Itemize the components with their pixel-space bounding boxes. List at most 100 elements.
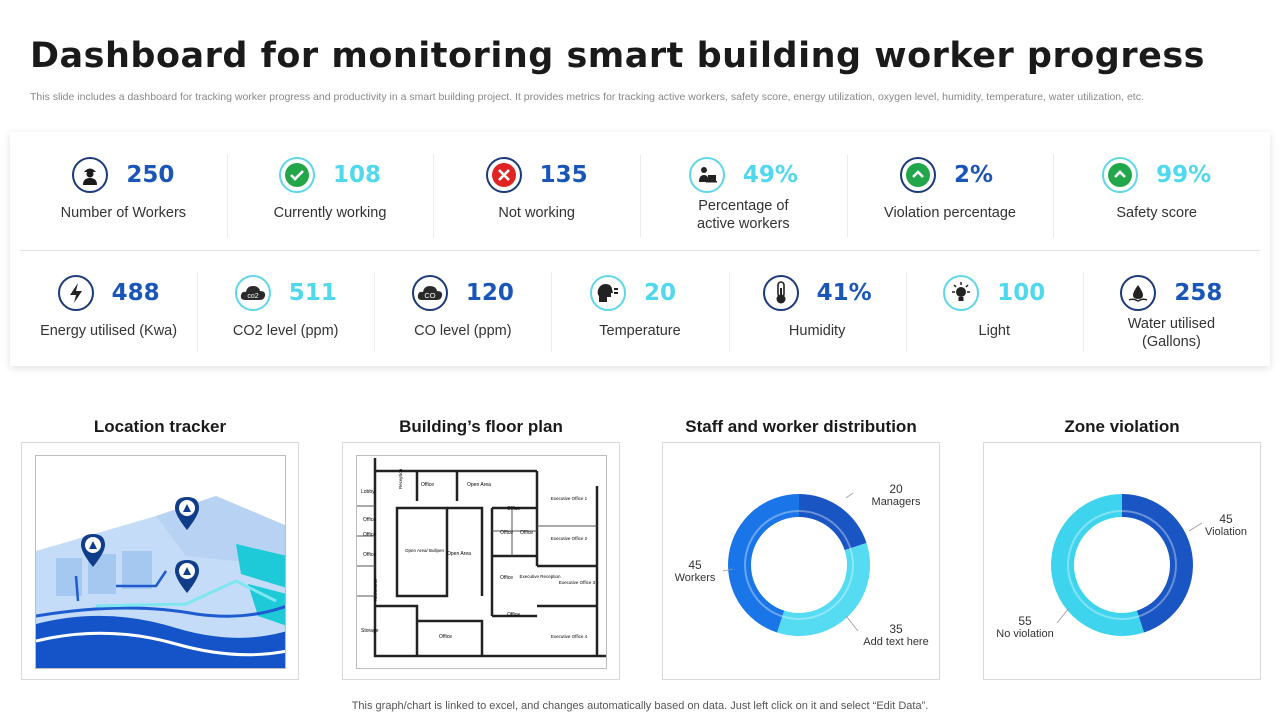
section-title-staff: Staff and worker distribution xyxy=(685,417,917,436)
kpi-label: Temperature xyxy=(599,323,681,339)
floor-label-office: Office xyxy=(507,612,520,618)
svg-text:CO: CO xyxy=(424,291,435,300)
other-value: 35 xyxy=(889,622,903,636)
kpi-value: 120 xyxy=(465,280,514,306)
check-icon xyxy=(279,157,315,193)
managers-label: Managers xyxy=(871,496,921,508)
location-pin-icon[interactable] xyxy=(78,532,108,568)
donut-label-violation: 45 Violation xyxy=(1196,513,1256,539)
active-worker-icon xyxy=(688,157,725,193)
floor-label-open-bullpen: Open Area/ Bullpen xyxy=(405,548,445,553)
floor-label-lobby: Lobby xyxy=(361,489,375,495)
section-title-floor: Building’s floor plan xyxy=(399,417,563,436)
floor-label-exec3: Executive Office 3 xyxy=(559,580,596,585)
staff-slice-workers[interactable] xyxy=(728,494,799,633)
kpi-value: 2% xyxy=(954,162,994,188)
staff-inner-ring xyxy=(744,510,854,620)
kpi-row-2: 488 Energy utilised (Kwa) co2 511 CO2 le… xyxy=(20,260,1260,364)
kpi-value: 100 xyxy=(997,280,1046,306)
floor-label-office: Office xyxy=(363,517,376,523)
kpi-violation-percentage[interactable]: 2% Violation percentage xyxy=(846,142,1054,250)
workers-label: Workers xyxy=(674,572,716,584)
kpi-panel: 250 Number of Workers 108 Currently work… xyxy=(10,132,1270,366)
kpi-label: CO level (ppm) xyxy=(414,323,512,339)
staff-slice-add-text-here[interactable] xyxy=(777,543,870,636)
floor-label-office: Office xyxy=(500,530,513,536)
zone-donut-chart[interactable] xyxy=(984,443,1262,681)
kpi-label: Humidity xyxy=(788,323,846,339)
location-tracker-card xyxy=(21,442,299,680)
kpi-co2[interactable]: co2 511 CO2 level (ppm) xyxy=(197,260,374,364)
kpi-label: Safety score xyxy=(1116,205,1197,221)
location-pin-icon[interactable] xyxy=(172,495,202,531)
kpi-value: 488 xyxy=(111,280,160,306)
floor-label-exec-reception: Executive Reception xyxy=(519,574,561,579)
page-title: Dashboard for monitoring smart building … xyxy=(30,36,1205,76)
kpi-value: 511 xyxy=(288,280,337,306)
kpi-label: Light xyxy=(978,323,1010,339)
kpi-row-1: 250 Number of Workers 108 Currently work… xyxy=(20,142,1260,250)
kpi-value: 258 xyxy=(1174,280,1223,306)
location-map[interactable] xyxy=(35,455,286,669)
kpi-label: Currently working xyxy=(273,205,387,221)
kpi-label: CO2 level (ppm) xyxy=(232,323,339,339)
other-label: Add text here xyxy=(863,636,929,648)
row-divider xyxy=(20,250,1260,251)
temperature-head-icon xyxy=(589,275,626,311)
staff-slice-managers[interactable] xyxy=(799,494,867,551)
floor-label-open-area: Open Area xyxy=(447,551,471,557)
kpi-value: 49% xyxy=(742,162,798,188)
kpi-value: 99% xyxy=(1156,162,1212,188)
floor-label-office: Office xyxy=(439,634,452,640)
kpi-co[interactable]: CO 120 CO level (ppm) xyxy=(374,260,551,364)
kpi-light[interactable]: 100 Light xyxy=(905,260,1083,364)
kpi-energy[interactable]: 488 Energy utilised (Kwa) xyxy=(20,260,197,364)
location-pin-icon[interactable] xyxy=(172,558,202,594)
floor-label-storage: Storage xyxy=(361,628,379,634)
kpi-value: 108 xyxy=(333,162,382,188)
no-violation-value: 55 xyxy=(1018,614,1032,628)
floor-label-office: Office xyxy=(500,575,513,581)
zone-inner-ring xyxy=(1067,510,1177,620)
violation-value: 45 xyxy=(1219,512,1233,526)
kpi-number-of-workers[interactable]: 250 Number of Workers xyxy=(20,142,227,250)
section-title-zone: Zone violation xyxy=(1064,417,1180,436)
lightning-icon xyxy=(57,275,94,311)
floor-label-reception: Reception xyxy=(398,468,403,489)
water-drop-icon xyxy=(1120,275,1157,311)
kpi-percentage-active[interactable]: 49% Percentage of active workers xyxy=(640,142,847,250)
floor-plan[interactable]: Lobby Reception Office Office Office Off… xyxy=(356,455,607,669)
workers-value: 45 xyxy=(688,558,702,572)
kpi-water[interactable]: 258 Water utilised (Gallons) xyxy=(1082,260,1260,364)
kpi-label: Water utilised (Gallons) xyxy=(1127,316,1216,350)
kpi-safety-score[interactable]: 99% Safety score xyxy=(1053,142,1260,250)
kpi-humidity[interactable]: 41% Humidity xyxy=(728,260,906,364)
zone-violation-card: 45 Violation 55 No violation xyxy=(983,442,1261,680)
zone-slice-violation[interactable] xyxy=(1122,494,1193,633)
no-violation-label: No violation xyxy=(996,628,1054,640)
cross-icon xyxy=(485,157,522,193)
kpi-label: Violation percentage xyxy=(884,205,1016,221)
staff-distribution-card: 20 Managers 35 Add text here 45 Workers xyxy=(662,442,940,680)
svg-text:co2: co2 xyxy=(247,293,258,300)
floor-label-office: Office xyxy=(363,532,376,538)
chevron-up-icon xyxy=(1102,157,1139,193)
violation-label: Violation xyxy=(1205,526,1247,538)
floor-plan-card: Lobby Reception Office Office Office Off… xyxy=(342,442,620,680)
section-title-location: Location tracker xyxy=(93,417,227,436)
kpi-value: 250 xyxy=(126,162,175,188)
kpi-label: Energy utilised (Kwa) xyxy=(40,323,178,339)
page-subtitle: This slide includes a dashboard for trac… xyxy=(30,91,1144,103)
kpi-currently-working[interactable]: 108 Currently working xyxy=(226,142,434,250)
chevron-up-icon xyxy=(900,157,937,193)
floor-label-exec2: Executive Office 2 xyxy=(551,536,588,541)
bulb-icon xyxy=(943,275,980,311)
kpi-not-working[interactable]: 135 Not working xyxy=(433,142,640,250)
floor-label-office: Office xyxy=(421,482,434,488)
staff-donut-chart[interactable] xyxy=(663,443,941,681)
kpi-value: 20 xyxy=(643,280,676,306)
worker-icon xyxy=(72,157,109,193)
kpi-temperature[interactable]: 20 Temperature xyxy=(551,260,728,364)
zone-slice-no-violation[interactable] xyxy=(1051,494,1144,636)
donut-label-other: 35 Add text here xyxy=(861,623,931,649)
